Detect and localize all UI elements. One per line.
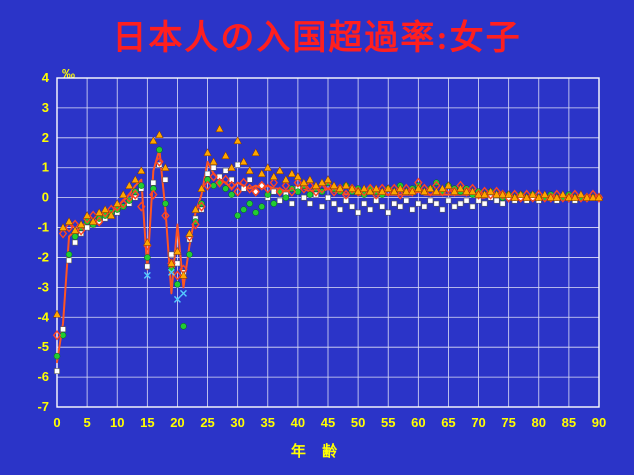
x-tick-label: 15 <box>140 415 154 430</box>
gridlines <box>56 77 600 408</box>
x-tick-label: 75 <box>501 415 515 430</box>
x-tick-label: 30 <box>230 415 244 430</box>
series-x-mark-series <box>143 268 187 303</box>
series-triangle-series <box>52 124 604 318</box>
y-tick-label: 0 <box>42 190 49 205</box>
x-tick-label: 90 <box>592 415 606 430</box>
y-tick-label: 2 <box>42 130 49 145</box>
x-tick-label: 80 <box>532 415 546 430</box>
chart-title: 日本人の入国超過率:女子 <box>112 20 522 57</box>
plot-border <box>56 77 600 408</box>
y-tick-label: -5 <box>37 339 49 354</box>
x-tick-label: 50 <box>351 415 365 430</box>
x-axis-title: 年 齢 <box>290 443 344 460</box>
x-tick-label: 20 <box>170 415 184 430</box>
x-tick-label: 60 <box>411 415 425 430</box>
x-tick-label: 35 <box>261 415 275 430</box>
x-tick-label: 85 <box>562 415 576 430</box>
y-tick-label: 1 <box>42 160 49 175</box>
y-tick-label: 3 <box>42 100 49 115</box>
x-tick-label: 70 <box>471 415 485 430</box>
y-tick-label: -3 <box>37 279 49 294</box>
x-tick-label: 45 <box>321 415 335 430</box>
y-tick-label: -4 <box>37 309 49 324</box>
x-tick-label: 65 <box>441 415 455 430</box>
x-tick-label: 25 <box>200 415 214 430</box>
y-tick-label: 4 <box>42 70 50 85</box>
y-tick-label: -7 <box>37 399 49 414</box>
x-tick-label: 55 <box>381 415 395 430</box>
x-tick-label: 40 <box>291 415 305 430</box>
y-axis-unit-label: ‰ <box>62 66 75 81</box>
x-tick-label: 10 <box>110 415 124 430</box>
x-tick-label: 0 <box>53 415 60 430</box>
x-tick-label: 5 <box>83 415 90 430</box>
y-tick-label: -6 <box>37 369 49 384</box>
y-tick-label: -1 <box>37 220 49 235</box>
y-tick-label: -2 <box>37 249 49 264</box>
